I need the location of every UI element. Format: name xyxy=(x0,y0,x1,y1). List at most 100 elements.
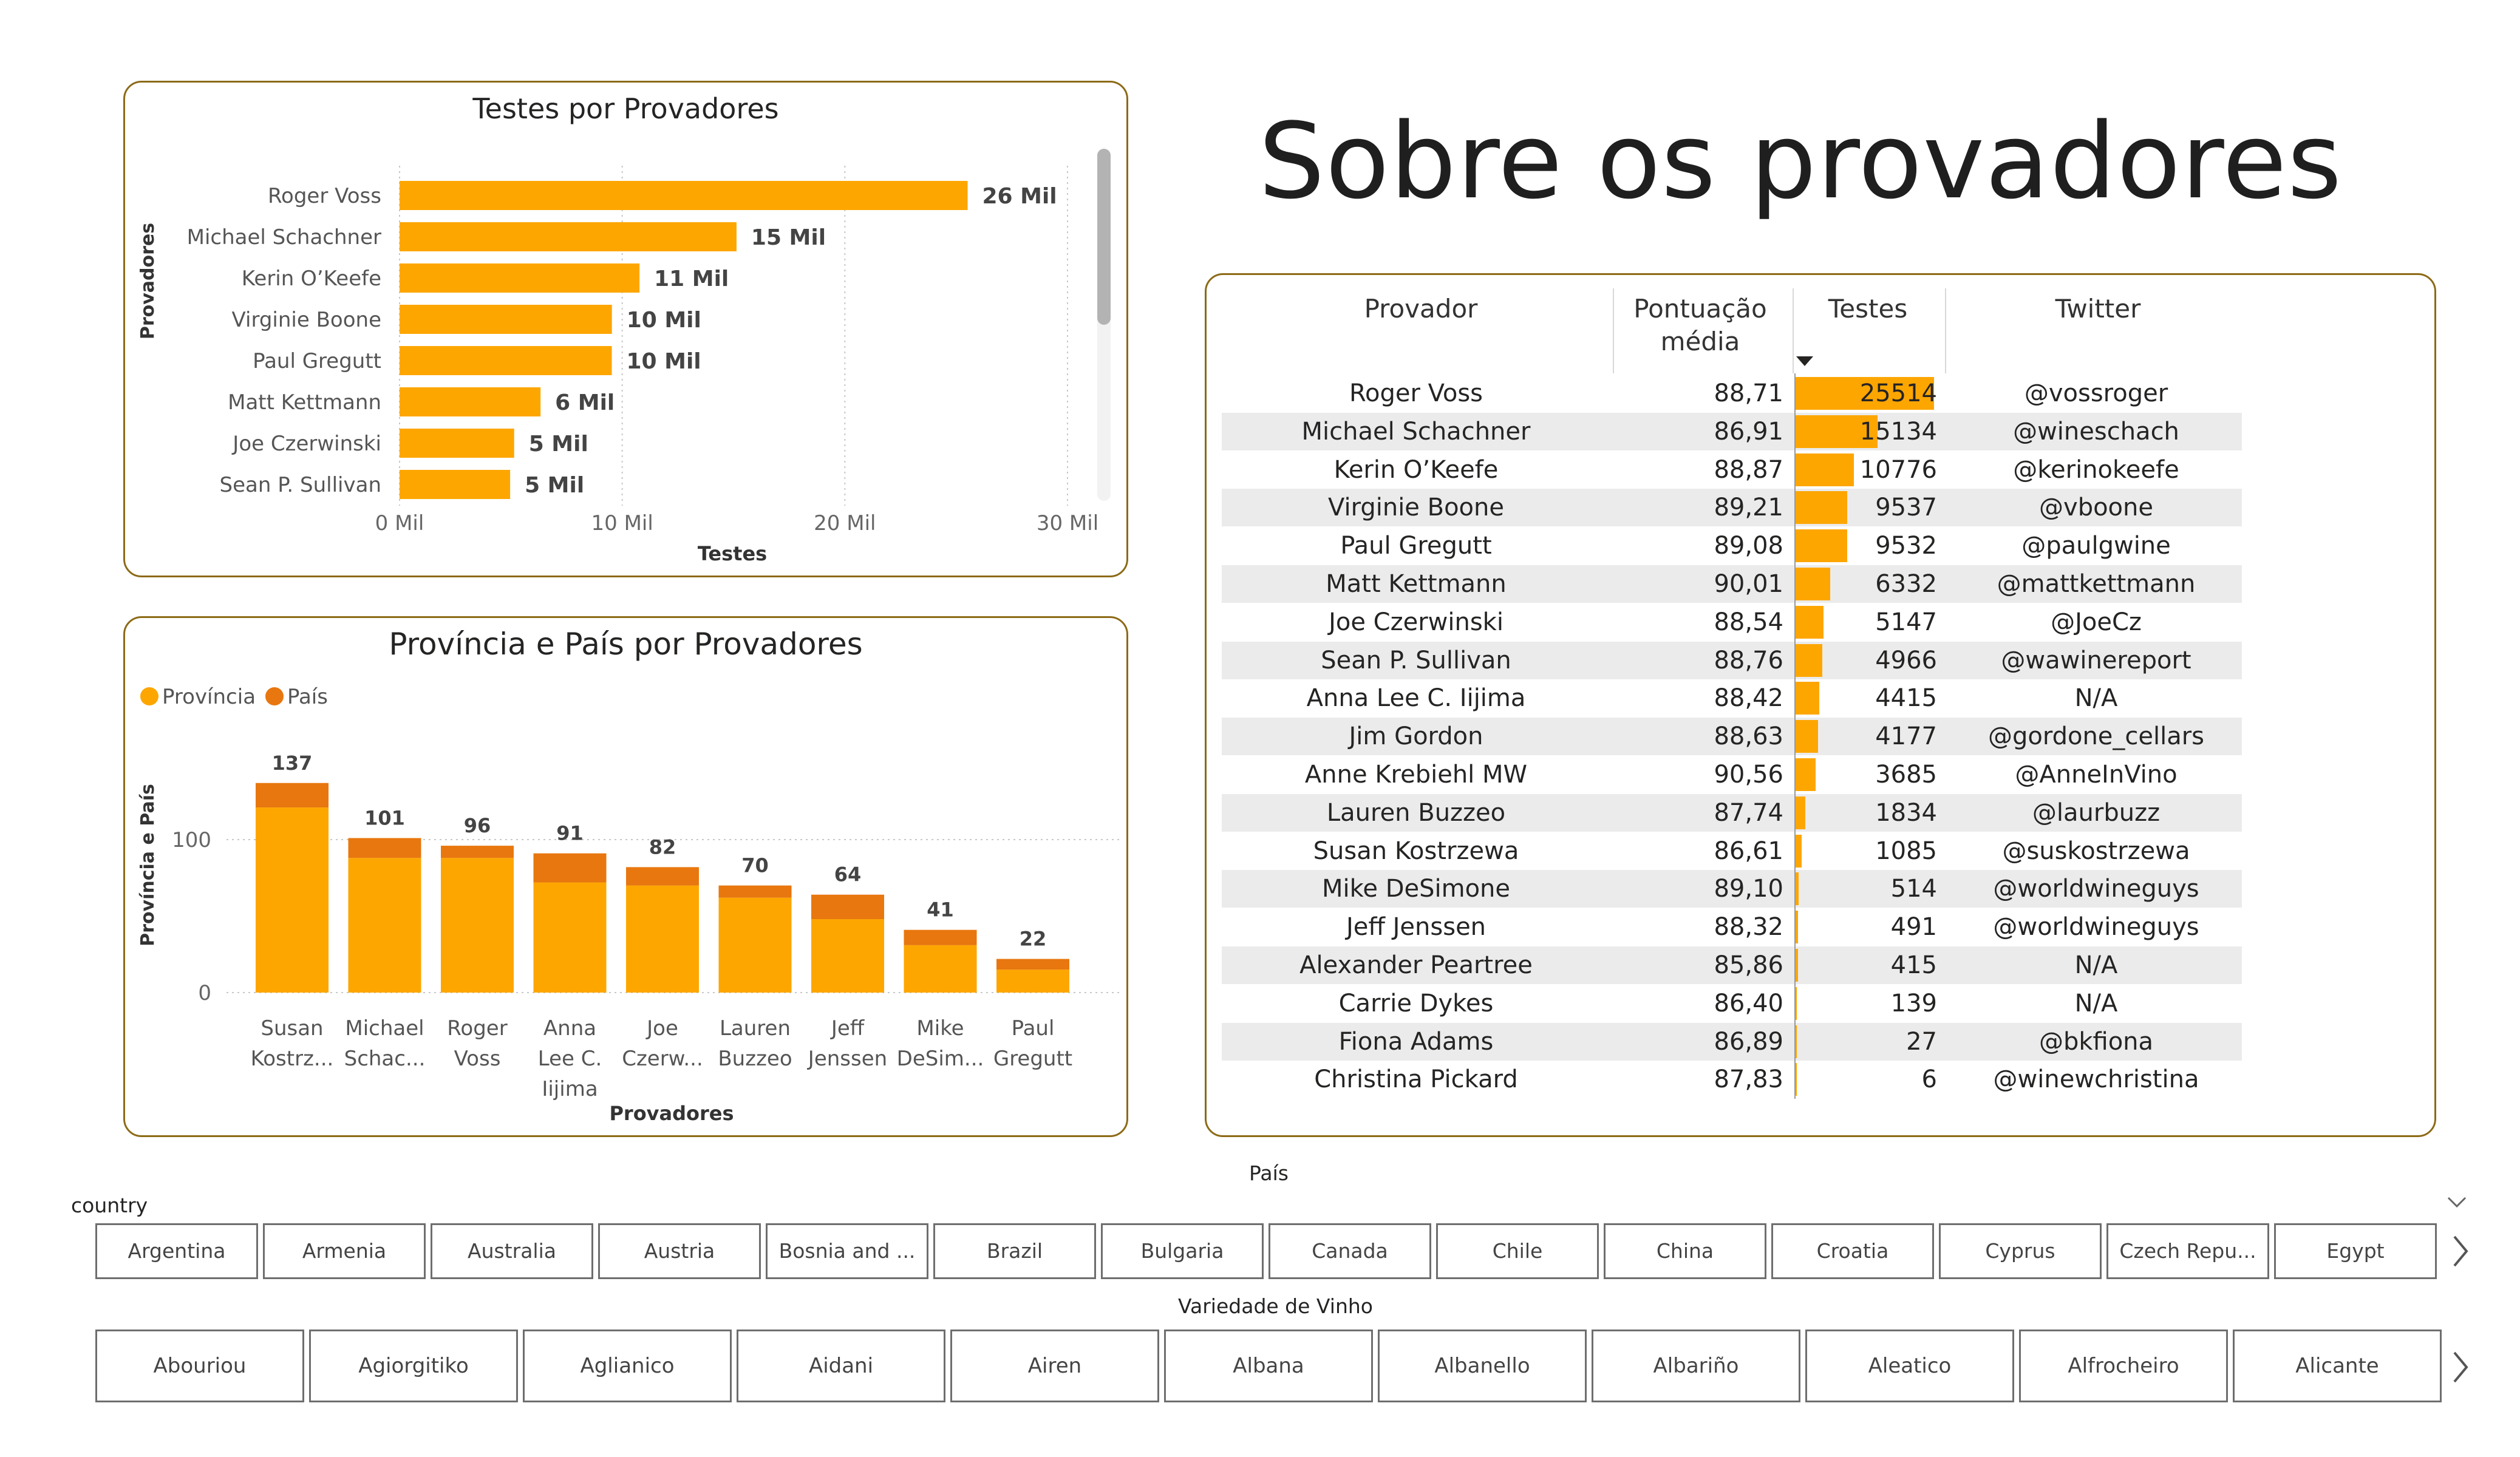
variety-chip[interactable]: Albana xyxy=(1164,1330,1373,1402)
table-row[interactable]: Paul Gregutt 89,08 9532 @paulgwine xyxy=(1222,527,2248,565)
country-chip[interactable]: Argentina xyxy=(95,1223,258,1279)
bar-pais[interactable] xyxy=(441,846,514,858)
bar[interactable] xyxy=(400,429,514,458)
tests-databar xyxy=(1796,491,1848,525)
table-row[interactable]: Kerin O’Keefe 88,87 10776 @kerinokeefe xyxy=(1222,451,2248,489)
country-chip[interactable]: China xyxy=(1604,1223,1766,1279)
cell-twitter: N/A xyxy=(2074,951,2118,979)
chevron-right-icon[interactable] xyxy=(2451,1234,2470,1268)
cell-testes: 4177 xyxy=(1875,722,1937,751)
variety-chip[interactable]: Albanello xyxy=(1378,1330,1587,1402)
cell-provador: Anna Lee C. Iijima xyxy=(1306,684,1526,713)
data-label: 10 Mil xyxy=(627,349,701,374)
bar-pais[interactable] xyxy=(533,853,607,883)
country-chip[interactable]: Australia xyxy=(431,1223,593,1279)
table-row[interactable]: Roger Voss 88,71 25514 @vossroger xyxy=(1222,375,2248,412)
table-row[interactable]: Jim Gordon 88,63 4177 @gordone_cellars xyxy=(1222,718,2248,756)
variety-chip[interactable]: Abouriou xyxy=(95,1330,304,1402)
table-row[interactable]: Jeff Jenssen 88,32 491 @worldwineguys xyxy=(1222,908,2248,946)
chevron-right-icon[interactable] xyxy=(2451,1350,2470,1384)
tasters-bar-chart[interactable]: Provadores Testes Roger Voss 26 Mil Michae… xyxy=(123,81,1128,577)
y-tick-label: 100 xyxy=(172,828,211,852)
table-row[interactable]: Sean P. Sullivan 88,76 4966 @wawinereport xyxy=(1222,641,2248,679)
country-chip[interactable]: Bosnia and ... xyxy=(766,1223,928,1279)
col-header-pontuacao[interactable]: Pontuação média xyxy=(1615,293,1785,358)
total-label: 82 xyxy=(649,835,676,858)
bar-pais[interactable] xyxy=(718,885,792,898)
variety-chip[interactable]: Airen xyxy=(950,1330,1159,1402)
bar-provincia[interactable] xyxy=(996,970,1069,993)
table-row[interactable]: Carrie Dykes 86,40 139 N/A xyxy=(1222,985,2248,1022)
country-chip[interactable]: Czech Repu... xyxy=(2106,1223,2269,1279)
col-header-provador[interactable]: Provador xyxy=(1364,294,1478,324)
table-row[interactable]: Joe Czerwinski 88,54 5147 @JoeCz xyxy=(1222,603,2248,641)
bar-pais[interactable] xyxy=(904,929,977,945)
bar[interactable] xyxy=(400,305,612,334)
table-row[interactable]: Matt Kettmann 90,01 6332 @mattkettmann xyxy=(1222,565,2248,603)
bar-provincia[interactable] xyxy=(533,882,607,993)
variety-chip[interactable]: Agiorgitiko xyxy=(309,1330,518,1402)
cell-twitter: @JoeCz xyxy=(2051,608,2142,636)
col-header-testes[interactable]: Testes xyxy=(1828,294,1908,324)
country-chip[interactable]: Chile xyxy=(1436,1223,1599,1279)
country-chip[interactable]: Armenia xyxy=(263,1223,426,1279)
tests-databar xyxy=(1796,377,1934,410)
bar-provincia[interactable] xyxy=(718,897,792,993)
category-label: Paul Gregutt xyxy=(993,1016,1072,1071)
bar[interactable] xyxy=(400,181,968,210)
bar[interactable] xyxy=(400,346,612,375)
table-row[interactable]: Virginie Boone 89,21 9537 @vboone xyxy=(1222,489,2248,527)
bar-provincia[interactable] xyxy=(348,858,421,993)
cell-pontuacao: 90,01 xyxy=(1714,570,1783,598)
bar-provincia[interactable] xyxy=(441,858,514,993)
variety-chip[interactable]: Alfrocheiro xyxy=(2019,1330,2228,1402)
col-header-twitter[interactable]: Twitter xyxy=(2055,294,2141,324)
bar-provincia[interactable] xyxy=(904,945,977,993)
country-chip[interactable]: Egypt xyxy=(2274,1223,2437,1279)
cell-provador: Anne Krebiehl MW xyxy=(1304,761,1528,789)
bar-pais[interactable] xyxy=(996,959,1069,970)
table-row[interactable]: Anna Lee C. Iijima 88,42 4415 N/A xyxy=(1222,679,2248,717)
sort-descending-icon[interactable] xyxy=(1796,356,1813,366)
table-row[interactable]: Michael Schachner 86,91 15134 @wineschach xyxy=(1222,412,2248,450)
cell-twitter: @laurbuzz xyxy=(2032,798,2161,827)
country-chip[interactable]: Brazil xyxy=(933,1223,1096,1279)
bar-pais[interactable] xyxy=(256,783,329,808)
variety-chip[interactable]: Aidani xyxy=(737,1330,945,1402)
bar-provincia[interactable] xyxy=(256,807,329,993)
bar-pais[interactable] xyxy=(348,838,421,858)
bar-provincia[interactable] xyxy=(626,885,699,993)
table-row[interactable]: Lauren Buzzeo 87,74 1834 @laurbuzz xyxy=(1222,793,2248,832)
variety-chip[interactable]: Albariño xyxy=(1592,1330,1800,1402)
tasters-bar-chart-card[interactable]: Testes por Provadores xyxy=(123,81,1128,577)
bar[interactable] xyxy=(400,222,737,251)
bar-pais[interactable] xyxy=(626,867,699,886)
table-row[interactable]: Susan Kostrzewa 86,61 1085 @suskostrzewa xyxy=(1222,832,2248,870)
table-row[interactable]: Fiona Adams 86,89 27 @bkfiona xyxy=(1222,1022,2248,1061)
bar-provincia[interactable] xyxy=(811,919,884,993)
country-chip[interactable]: Cyprus xyxy=(1939,1223,2102,1279)
category-label: Jeff Jenssen xyxy=(807,1016,887,1071)
variety-chip[interactable]: Aleatico xyxy=(1805,1330,2014,1402)
cell-twitter: N/A xyxy=(2074,989,2118,1017)
table-row[interactable]: Anne Krebiehl MW 90,56 3685 @AnneInVino xyxy=(1222,756,2248,793)
chevron-down-icon[interactable] xyxy=(2446,1195,2468,1209)
bar[interactable] xyxy=(400,387,541,416)
country-chip[interactable]: Austria xyxy=(598,1223,761,1279)
province-country-stacked-chart[interactable]: Província País Província e País Provador… xyxy=(123,616,1128,1137)
bar-pais[interactable] xyxy=(811,894,884,920)
table-row[interactable]: Alexander Peartree 85,86 415 N/A xyxy=(1222,946,2248,984)
variety-chip[interactable]: Alicante xyxy=(2233,1330,2442,1402)
data-label: 6 Mil xyxy=(555,390,615,415)
table-row[interactable]: Mike DeSimone 89,10 514 @worldwineguys xyxy=(1222,870,2248,908)
bar[interactable] xyxy=(400,470,511,499)
table-row[interactable]: Christina Pickard 87,83 6 @winewchristina xyxy=(1222,1061,2248,1098)
legend[interactable]: Província País xyxy=(140,685,328,709)
data-label: 5 Mil xyxy=(529,432,588,457)
country-chip[interactable]: Croatia xyxy=(1771,1223,1934,1279)
country-chip[interactable]: Canada xyxy=(1269,1223,1431,1279)
variety-chip[interactable]: Aglianico xyxy=(523,1330,732,1402)
country-chip[interactable]: Bulgaria xyxy=(1101,1223,1264,1279)
bar[interactable] xyxy=(400,263,640,293)
scrollbar-thumb[interactable] xyxy=(1097,149,1111,325)
